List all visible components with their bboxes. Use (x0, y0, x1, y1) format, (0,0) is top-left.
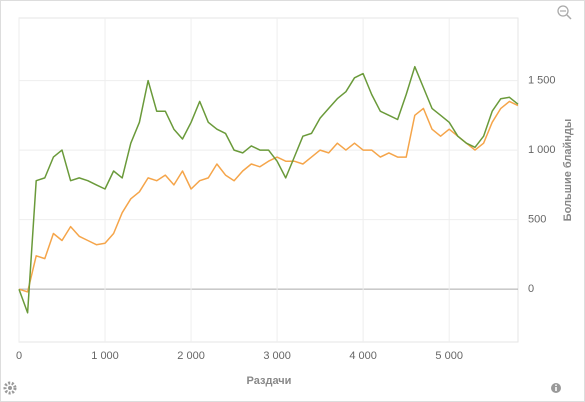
y-axis-title: Большие блайнды (562, 119, 574, 222)
x-tick-label: 2 000 (177, 350, 205, 362)
x-tick-label: 3 000 (263, 350, 291, 362)
y-tick-label: 1 500 (528, 74, 556, 86)
x-tick-label: 1 000 (91, 350, 119, 362)
info-icon[interactable] (551, 383, 561, 393)
x-tick-label: 5 000 (435, 350, 463, 362)
series-line (18, 65, 519, 314)
y-tick-label: 1 000 (528, 144, 556, 156)
y-tick-label: 0 (528, 283, 534, 295)
x-axis-title: Раздачи (247, 375, 292, 387)
y-tick-label: 500 (528, 214, 546, 226)
series-line (18, 100, 519, 293)
x-tick-label: 4 000 (349, 350, 377, 362)
zoom-icon[interactable] (557, 5, 572, 20)
settings-icon[interactable] (3, 381, 17, 395)
x-tick-label: 0 (16, 350, 22, 362)
